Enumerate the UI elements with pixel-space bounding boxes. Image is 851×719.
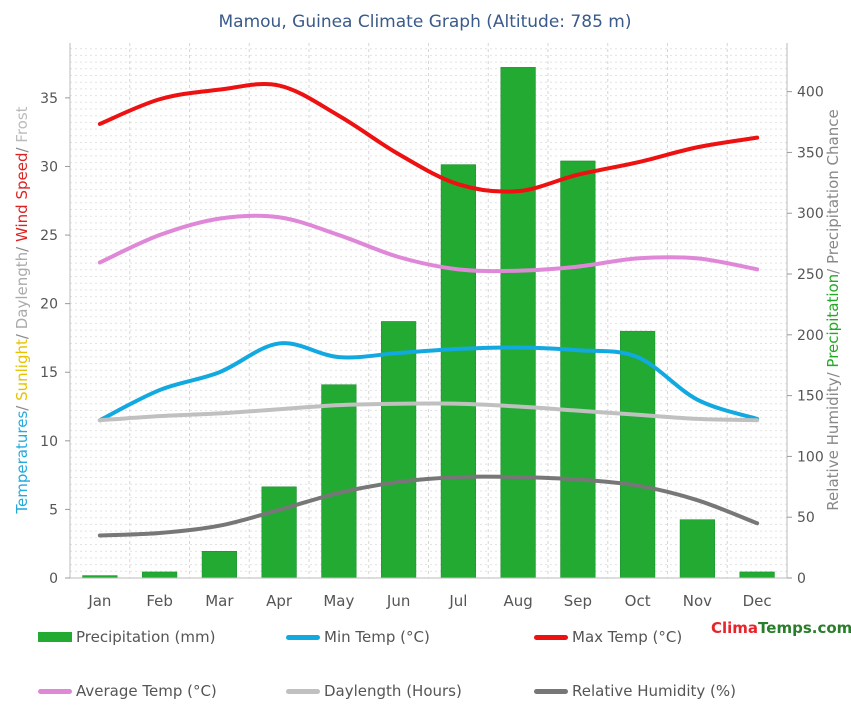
axis-label-part: / bbox=[13, 401, 31, 411]
legend-item-average-temp: Average Temp (°C) bbox=[38, 681, 217, 701]
chart-title: Mamou, Guinea Climate Graph (Altitude: 7… bbox=[219, 12, 632, 32]
x-tick-label: Feb bbox=[146, 592, 173, 610]
precipitation-bar bbox=[620, 330, 656, 579]
x-tick-label: Jun bbox=[386, 592, 410, 610]
left-tick-label: 15 bbox=[40, 365, 58, 381]
x-tick-label: Sep bbox=[564, 592, 592, 610]
series-line-average-temp-c bbox=[97, 213, 760, 274]
right-tick-label: 150 bbox=[797, 389, 824, 405]
left-tick-label: 30 bbox=[40, 159, 58, 175]
series-lines bbox=[97, 82, 760, 538]
precipitation-bar bbox=[381, 321, 417, 579]
axis-label-part: Relative Humidity bbox=[824, 377, 842, 510]
brand-part-1: Clima bbox=[711, 619, 759, 637]
right-tick-label: 100 bbox=[797, 449, 824, 465]
precipitation-bar bbox=[142, 571, 178, 579]
right-tick-label: 300 bbox=[797, 206, 824, 222]
legend-item-daylength: Daylength (Hours) bbox=[286, 681, 462, 701]
precipitation-bar bbox=[560, 160, 596, 579]
series-line-relative-humidity bbox=[97, 474, 760, 538]
precipitation-bar bbox=[261, 486, 297, 579]
right-tick-label: 50 bbox=[797, 510, 815, 526]
x-tick-label: Apr bbox=[266, 592, 293, 610]
legend-label: Average Temp (°C) bbox=[76, 682, 217, 700]
right-tick-label: 400 bbox=[797, 85, 824, 101]
right-tick-label: 0 bbox=[797, 571, 806, 587]
axis-label-part: Daylength bbox=[13, 252, 31, 329]
x-tick-label: May bbox=[323, 592, 354, 610]
x-tick-label: Mar bbox=[205, 592, 234, 610]
axis-label-part: Frost bbox=[13, 106, 31, 142]
left-tick-label: 35 bbox=[40, 91, 58, 107]
precipitation-bar bbox=[679, 519, 715, 579]
precipitation-bar bbox=[321, 384, 357, 579]
right-tick-label: 350 bbox=[797, 145, 824, 161]
grid bbox=[69, 43, 788, 579]
axis-label-part: Precipitation Chance bbox=[824, 109, 842, 264]
series-line-max-temp-c bbox=[97, 82, 760, 194]
legend-item-relative-humidity: Relative Humidity (%) bbox=[534, 681, 736, 701]
axis-label-part: Temperatures bbox=[13, 411, 31, 515]
legend-item-precipitation: Precipitation (mm) bbox=[38, 627, 215, 647]
precipitation-bars bbox=[82, 67, 775, 579]
axes: 05101520253035050100150200250300350400Ja… bbox=[40, 43, 824, 610]
precipitation-bar bbox=[201, 551, 237, 579]
legend-label: Daylength (Hours) bbox=[324, 682, 462, 700]
series-line-min-temp-c bbox=[97, 341, 760, 423]
legend-label: Max Temp (°C) bbox=[572, 628, 683, 646]
x-tick-label: Nov bbox=[683, 592, 712, 610]
axis-label-part: / bbox=[13, 329, 31, 339]
legend-label: Min Temp (°C) bbox=[324, 628, 430, 646]
x-tick-label: Aug bbox=[503, 592, 532, 610]
right-tick-label: 200 bbox=[797, 328, 824, 344]
legend-swatch bbox=[286, 688, 320, 694]
legend-item-min-temp: Min Temp (°C) bbox=[286, 627, 430, 647]
legend-swatch bbox=[38, 688, 72, 694]
precipitation-bar bbox=[500, 67, 536, 579]
x-tick-label: Oct bbox=[625, 592, 651, 610]
precipitation-bar bbox=[739, 571, 775, 579]
legend-swatch bbox=[286, 634, 320, 640]
legend-swatch bbox=[38, 632, 72, 642]
axis-label-part: / bbox=[824, 264, 842, 274]
left-tick-label: 20 bbox=[40, 297, 58, 313]
left-tick-label: 25 bbox=[40, 228, 58, 244]
brand-part-2: Temps.com bbox=[758, 619, 851, 637]
x-tick-label: Jan bbox=[87, 592, 111, 610]
left-tick-label: 5 bbox=[49, 502, 58, 518]
axis-label-part: / bbox=[13, 242, 31, 252]
legend-swatch bbox=[534, 634, 568, 640]
axis-label-part: Wind Speed bbox=[13, 153, 31, 243]
axis-label-part: / bbox=[13, 143, 31, 153]
left-tick-label: 0 bbox=[49, 571, 58, 587]
legend-label: Relative Humidity (%) bbox=[572, 682, 736, 700]
series-line-daylength-hours bbox=[97, 401, 760, 423]
right-axis-label: Relative Humidity/ Precipitation/ Precip… bbox=[824, 109, 842, 510]
precipitation-bar bbox=[440, 164, 476, 579]
left-tick-label: 10 bbox=[40, 434, 58, 450]
x-tick-label: Dec bbox=[743, 592, 772, 610]
left-axis-label: Temperatures/ Sunlight/ Daylength/ Wind … bbox=[13, 106, 31, 514]
axis-label-part: Sunlight bbox=[13, 339, 31, 401]
x-tick-label: Jul bbox=[448, 592, 467, 610]
axis-label-part: Precipitation bbox=[824, 274, 842, 368]
legend-swatch bbox=[534, 688, 568, 694]
legend-item-max-temp: Max Temp (°C) bbox=[534, 627, 682, 647]
axis-label-part: / bbox=[824, 368, 842, 378]
right-tick-label: 250 bbox=[797, 267, 824, 283]
legend-label: Precipitation (mm) bbox=[76, 628, 216, 646]
brand-logo[interactable]: ClimaTemps.com bbox=[711, 619, 851, 637]
